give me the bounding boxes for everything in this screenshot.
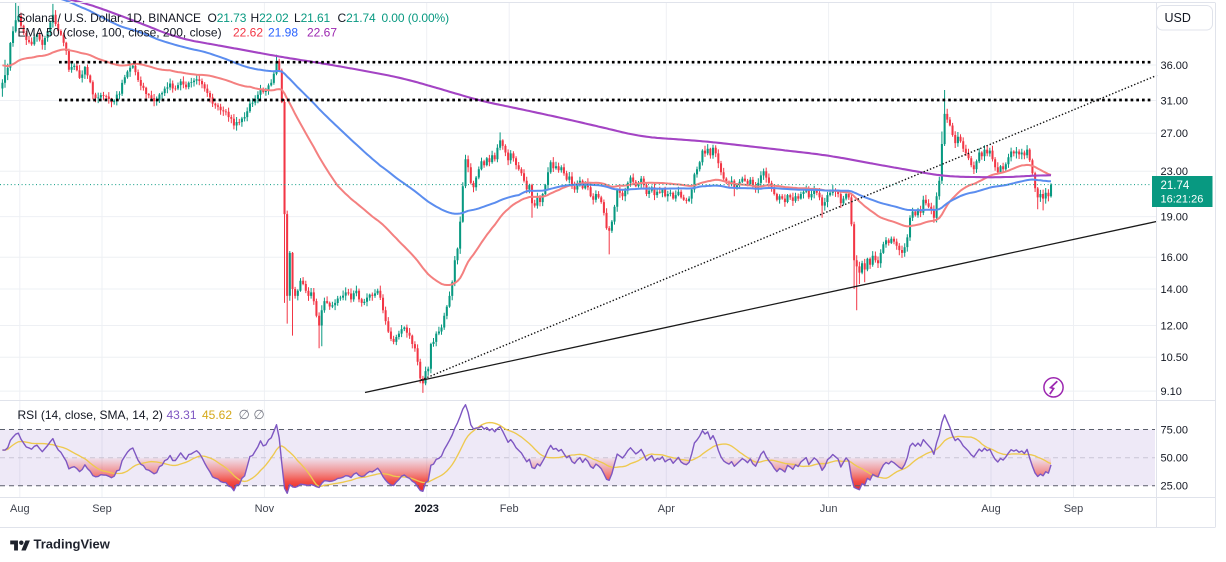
svg-text:RSI (14, close, SMA, 14, 2)43.: RSI (14, close, SMA, 14, 2) 43.31 45.62 ∅ ∅ xyxy=(18,407,265,422)
svg-text:75.00: 75.00 xyxy=(1161,424,1189,436)
svg-text:EMA 50 (close, 100, close, 200: EMA 50 (close, 100, close, 200, close) 22… xyxy=(18,26,338,40)
svg-text:Aug: Aug xyxy=(981,503,1001,515)
svg-text:36.00: 36.00 xyxy=(1161,60,1189,72)
svg-text:Jun: Jun xyxy=(820,503,838,515)
svg-text:USD: USD xyxy=(1165,11,1191,25)
svg-text:Nov: Nov xyxy=(255,503,275,515)
svg-text:31.00: 31.00 xyxy=(1161,95,1189,107)
svg-text:Apr: Apr xyxy=(658,503,675,515)
svg-text:10.50: 10.50 xyxy=(1161,352,1189,364)
svg-text:Solana / U.S. Dollar, 1D, BINA: Solana / U.S. Dollar, 1D, BINANCE O21.73 H… xyxy=(18,11,450,25)
svg-text:Feb: Feb xyxy=(500,503,519,515)
svg-text:14.00: 14.00 xyxy=(1161,284,1189,296)
svg-text:21.74: 21.74 xyxy=(1161,180,1190,192)
svg-text:TradingView: TradingView xyxy=(34,537,111,552)
svg-text:Sep: Sep xyxy=(1064,503,1084,515)
svg-text:Sep: Sep xyxy=(92,503,112,515)
svg-text:27.00: 27.00 xyxy=(1161,128,1189,140)
svg-text:2023: 2023 xyxy=(414,503,438,515)
svg-text:12.00: 12.00 xyxy=(1161,320,1189,332)
svg-text:16:21:26: 16:21:26 xyxy=(1161,194,1204,206)
svg-text:16.00: 16.00 xyxy=(1161,252,1189,264)
svg-text:Aug: Aug xyxy=(10,503,30,515)
svg-text:23.00: 23.00 xyxy=(1161,166,1189,178)
svg-text:50.00: 50.00 xyxy=(1161,453,1189,465)
svg-text:9.10: 9.10 xyxy=(1161,386,1182,398)
svg-text:25.00: 25.00 xyxy=(1161,481,1189,493)
svg-text:19.00: 19.00 xyxy=(1161,211,1189,223)
